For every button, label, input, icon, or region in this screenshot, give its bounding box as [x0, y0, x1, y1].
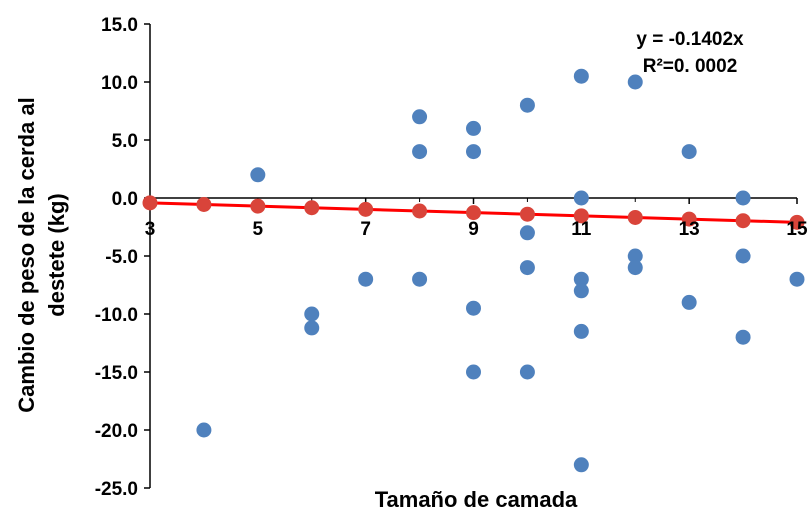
- y-tick-label: -5.0: [105, 247, 138, 268]
- data-point: [412, 144, 428, 160]
- y-tick-label: 15.0: [101, 15, 138, 36]
- data-point: [519, 260, 535, 276]
- y-tick-label: -20.0: [95, 421, 138, 442]
- trend-point: [304, 200, 320, 216]
- data-point: [573, 283, 589, 299]
- x-tick-label: 13: [679, 219, 700, 240]
- trend-point: [735, 213, 751, 229]
- trend-point: [196, 196, 212, 212]
- data-points: [196, 68, 805, 473]
- data-point: [573, 323, 589, 339]
- data-point: [573, 190, 589, 206]
- trend-point: [627, 209, 643, 225]
- y-tick-label: -15.0: [95, 363, 138, 384]
- data-point: [304, 306, 320, 322]
- trend-points: [142, 195, 805, 230]
- x-tick-label: 5: [253, 219, 264, 240]
- data-point: [304, 320, 320, 336]
- data-point: [466, 120, 481, 136]
- data-point: [466, 364, 481, 380]
- data-point: [573, 68, 589, 84]
- data-point: [412, 271, 428, 287]
- trend-point: [142, 195, 158, 211]
- trend-point: [358, 201, 374, 217]
- x-axis-ticks: [149, 198, 798, 204]
- trend-point: [412, 203, 428, 219]
- y-axis-ticks: 15.0 10.0 5.0 0.0 -5.0 -10.0 -15.0 -20.0 -25.0: [95, 15, 150, 500]
- x-axis-title: Tamaño de camada: [375, 487, 578, 512]
- axes: [149, 24, 797, 488]
- data-point: [627, 248, 643, 264]
- data-point: [466, 300, 481, 316]
- data-point: [250, 167, 266, 183]
- data-point: [627, 74, 643, 90]
- x-tick-label: 9: [468, 219, 479, 240]
- y-tick-label: 10.0: [101, 73, 138, 94]
- y-axis-title-line-1-text: Cambio de peso de la cerda al: [14, 97, 39, 412]
- data-point: [573, 271, 589, 287]
- x-tick-label: 3: [145, 219, 156, 240]
- y-tick-label: -10.0: [95, 305, 138, 326]
- data-point: [412, 109, 428, 125]
- trend-point: [789, 214, 805, 230]
- data-point: [627, 260, 643, 276]
- data-point: [681, 294, 697, 310]
- data-point: [358, 271, 374, 287]
- data-point: [681, 144, 697, 160]
- x-tick-label: 7: [360, 219, 371, 240]
- y-axis-title-line-2-text: destete (kg): [44, 193, 69, 316]
- trend-point: [250, 198, 266, 214]
- x-tick-label: 15: [786, 219, 808, 240]
- trend-point: [466, 205, 481, 221]
- equation-label: y = -0.1402x: [636, 29, 744, 50]
- r-squared-label: R²=0. 0002: [643, 56, 738, 77]
- data-point: [735, 190, 751, 206]
- data-point: [735, 329, 751, 345]
- data-point: [519, 97, 535, 113]
- x-tick-label: 11: [571, 219, 592, 240]
- data-point: [789, 271, 805, 287]
- data-point: [735, 248, 751, 264]
- trend-point: [573, 208, 589, 224]
- data-point: [519, 225, 535, 241]
- y-tick-label: 5.0: [112, 131, 138, 152]
- data-point: [519, 364, 535, 380]
- y-tick-label: -25.0: [95, 479, 138, 500]
- y-tick-label: 0.0: [112, 189, 138, 210]
- data-point: [466, 144, 481, 160]
- data-point: [573, 457, 589, 473]
- trend-point: [681, 211, 697, 227]
- trend-point: [519, 206, 535, 222]
- data-point: [196, 422, 212, 438]
